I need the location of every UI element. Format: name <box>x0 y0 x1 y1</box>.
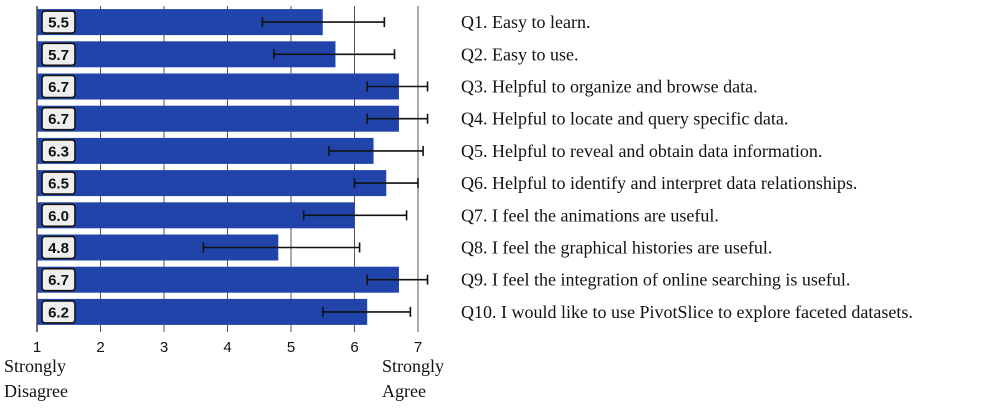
bars <box>37 9 399 325</box>
question-label-q6: Q6. Helpful to identify and interpret da… <box>461 173 857 193</box>
question-label-q10: Q10. I would like to use PivotSlice to e… <box>461 302 913 322</box>
x-max-label-line2: Agree <box>382 381 426 401</box>
error-bars <box>202 17 429 317</box>
x-tick-7: 7 <box>414 339 422 356</box>
value-label-q2: 5.7 <box>48 47 69 64</box>
x-tick-1: 1 <box>33 339 41 356</box>
value-box-q5 <box>41 139 76 163</box>
value-box-q7 <box>41 203 76 228</box>
question-label-q7: Q7. I feel the animations are useful. <box>461 205 719 225</box>
value-label-q10: 6.2 <box>48 304 69 321</box>
bar-q4 <box>37 105 399 132</box>
bar-q5 <box>37 137 374 164</box>
question-label-q8: Q8. I feel the graphical histories are u… <box>461 238 772 258</box>
value-label-q4: 6.7 <box>48 111 69 128</box>
question-label-q2: Q2. Easy to use. <box>461 44 578 64</box>
question-label-q1: Q1. Easy to learn. <box>461 12 590 32</box>
question-label-q9: Q9. I feel the integration of online sea… <box>461 270 850 290</box>
x-min-label-line1: Strongly <box>4 356 66 376</box>
x-tick-labels: 1 2 3 4 5 6 7 <box>33 339 422 356</box>
value-label-q7: 6.0 <box>48 208 69 225</box>
value-label-q1: 5.5 <box>48 15 69 32</box>
bar-q9 <box>37 266 399 293</box>
value-label-q6: 6.5 <box>48 176 69 193</box>
value-label-q5: 6.3 <box>48 143 69 160</box>
value-box-q1 <box>41 10 76 34</box>
value-box-q4 <box>41 106 76 131</box>
question-label-q5: Q5. Helpful to reveal and obtain data in… <box>461 141 822 161</box>
x-tick-3: 3 <box>160 339 168 356</box>
x-tick-6: 6 <box>350 339 358 356</box>
value-labels: 5.5 5.7 6.7 6.7 6.3 6.5 6.0 4.8 6.7 6.2 <box>41 10 76 324</box>
bar-q3 <box>37 73 399 100</box>
value-box-q2 <box>41 42 76 67</box>
value-box-q9 <box>41 267 76 292</box>
value-label-q3: 6.7 <box>48 79 69 96</box>
question-labels: Q1. Easy to learn. Q2. Easy to use. Q3. He… <box>461 12 913 322</box>
x-tick-4: 4 <box>223 339 231 356</box>
x-max-label-line1: Strongly <box>382 356 444 376</box>
value-label-q8: 4.8 <box>48 240 69 257</box>
x-tick-2: 2 <box>96 339 104 356</box>
value-box-q3 <box>41 74 76 99</box>
x-tick-5: 5 <box>287 339 295 356</box>
value-box-q10 <box>41 300 76 324</box>
value-box-q6 <box>41 171 76 195</box>
x-min-label-line2: Disagree <box>4 381 68 401</box>
value-label-q9: 6.7 <box>48 272 69 289</box>
question-label-q3: Q3. Helpful to organize and browse data. <box>461 77 758 97</box>
bar-q6 <box>37 170 387 197</box>
question-label-q4: Q4. Helpful to locate and query specific… <box>461 109 788 129</box>
value-box-q8 <box>41 235 76 260</box>
bar-q7 <box>37 202 355 229</box>
bar-q10 <box>37 298 368 325</box>
